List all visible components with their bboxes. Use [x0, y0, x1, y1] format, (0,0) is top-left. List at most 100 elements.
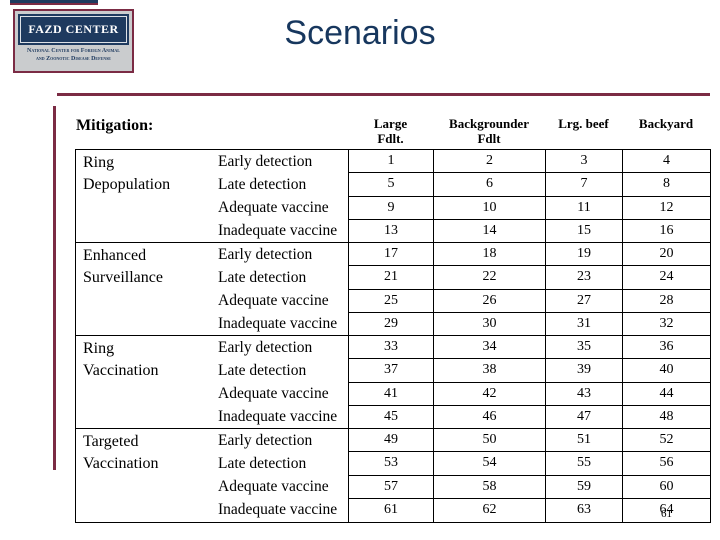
scenario-number-cell: 53 — [348, 452, 433, 476]
scenario-number-cell: 55 — [545, 452, 622, 476]
scenario-number-cell: 41 — [348, 382, 433, 406]
column-header-line: Lrg. beef — [558, 116, 609, 131]
strategy-label: Adequate vaccine — [218, 199, 329, 217]
scenario-number-cell: 22 — [433, 266, 545, 290]
column-header-line: Backgrounder — [449, 116, 529, 131]
scenario-number-cell: 17 — [348, 243, 433, 267]
strategy-label: Adequate vaccine — [218, 478, 329, 496]
scenario-number-cell: 58 — [433, 475, 545, 499]
scenario-number-cell: 33 — [348, 336, 433, 360]
mitigation-group-label: Enhanced Surveillance — [76, 243, 215, 336]
scenario-number-cell: 15 — [545, 219, 622, 243]
scenario-number-cell: 14 — [433, 219, 545, 243]
scenario-number-cell: 43 — [545, 382, 622, 406]
scenario-number-cell: 8 — [622, 173, 710, 197]
logo-subtitle-line2: and Zoonotic Disease Defense — [36, 56, 111, 63]
scenario-number-cell: 12 — [622, 196, 710, 220]
scenario-number-cell: 52 — [622, 429, 710, 453]
scenario-number-cell: 37 — [348, 359, 433, 383]
scenario-number-cell: 39 — [545, 359, 622, 383]
scenario-number-cell: 26 — [433, 289, 545, 313]
scenario-number-cell: 57 — [348, 475, 433, 499]
scenario-number-cell: 62 — [433, 498, 545, 522]
scenario-number-cell: 56 — [622, 452, 710, 476]
scenario-number-cell: 63 — [545, 498, 622, 522]
scenario-number-cell: 38 — [433, 359, 545, 383]
scenario-number-cell: 34 — [433, 336, 545, 360]
scenario-number-cell: 35 — [545, 336, 622, 360]
scenario-number-cell: 4 — [622, 150, 710, 174]
scenario-number-cell: 2 — [433, 150, 545, 174]
scenario-number-cell: 64 — [622, 498, 710, 522]
scenario-number-cell: 23 — [545, 266, 622, 290]
scenario-number-cell: 1 — [348, 150, 433, 174]
scenario-number-cell: 46 — [433, 405, 545, 429]
scenario-number-cell: 9 — [348, 196, 433, 220]
scenario-number-cell: 20 — [622, 243, 710, 267]
scenario-number-cell: 45 — [348, 405, 433, 429]
scenario-number-cell: 29 — [348, 312, 433, 336]
scenario-number-cell: 6 — [433, 173, 545, 197]
strategy-label: Adequate vaccine — [218, 292, 329, 310]
mitigation-group-label: Targeted Vaccination — [83, 433, 159, 472]
scenario-number-cell: 40 — [622, 359, 710, 383]
scenario-number-cell: 60 — [622, 475, 710, 499]
scenario-number-cell: 18 — [433, 243, 545, 267]
logo-banner: FAZD CENTER — [18, 14, 129, 45]
left-accent-line — [53, 106, 56, 470]
strategy-label: Early detection — [218, 338, 313, 356]
strategy-label: Early detection — [218, 245, 313, 263]
column-header-line: Fdlt. — [377, 131, 404, 146]
scenario-number-cell: 19 — [545, 243, 622, 267]
scenario-table: Ring Depopulation Early detection 1 2 3 4 Late… — [75, 149, 711, 523]
strategy-label: Inadequate vaccine — [215, 220, 348, 243]
strategy-label: Late detection — [218, 361, 307, 379]
column-header-lrg-beef: Lrg. beef — [545, 116, 622, 131]
fazd-center-logo: FAZD CENTER National Center for Foreign … — [13, 9, 134, 73]
scenario-number-cell: 61 — [348, 498, 433, 522]
scenario-number-cell: 30 — [433, 312, 545, 336]
scenario-number-cell: 21 — [348, 266, 433, 290]
mitigation-section-label: Mitigation: — [76, 117, 154, 134]
strategy-label: Adequate vaccine — [218, 385, 329, 403]
strategy-label: Inadequate vaccine — [215, 313, 348, 336]
mitigation-group-label: Ring Depopulation — [76, 150, 215, 243]
column-header-line: Fdlt — [477, 131, 501, 146]
scenario-number-cell: 24 — [622, 266, 710, 290]
strategy-label: Late detection — [218, 268, 307, 286]
scenario-number-cell: 42 — [433, 382, 545, 406]
column-header-backgrounder-fdlt: Backgrounder Fdlt — [433, 116, 545, 146]
scenario-number-cell: 13 — [348, 219, 433, 243]
slide-title: Scenarios — [284, 14, 436, 52]
scenario-number-cell: 54 — [433, 452, 545, 476]
column-header-line: Backyard — [638, 116, 694, 131]
scenario-number-cell: 50 — [433, 429, 545, 453]
top-edge-decoration — [10, 0, 98, 5]
column-header-backyard: Backyard — [622, 116, 710, 131]
scenario-number-cell: 16 — [622, 219, 710, 243]
scenario-number-cell: 25 — [348, 289, 433, 313]
scenario-number-cell: 11 — [545, 196, 622, 220]
scenario-number-cell: 28 — [622, 289, 710, 313]
scenario-number-cell: 7 — [545, 173, 622, 197]
logo-subtitle-line1: National Center for Foreign Animal — [27, 48, 120, 54]
strategy-label: Late detection — [218, 454, 307, 472]
scenario-number-cell: 32 — [622, 312, 710, 336]
scenario-number-cell: 10 — [433, 196, 545, 220]
logo-subtitle: National Center for Foreign Animal and Z… — [15, 47, 132, 63]
scenario-number-cell: 3 — [545, 150, 622, 174]
scenario-number-cell: 49 — [348, 429, 433, 453]
slide-page-number: 61 — [661, 508, 672, 520]
strategy-label: Late detection — [218, 175, 307, 193]
scenario-number-cell: 5 — [348, 173, 433, 197]
scenario-number-cell: 47 — [545, 405, 622, 429]
strategy-label: Inadequate vaccine — [218, 501, 338, 519]
scenario-number-cell: 48 — [622, 405, 710, 429]
column-header-large-fdlt: Large Fdlt. — [348, 116, 433, 146]
column-header-line: Large — [373, 116, 408, 131]
scenario-number-cell: 27 — [545, 289, 622, 313]
mitigation-group-label: Ring Vaccination — [76, 336, 215, 429]
strategy-label: Early detection — [218, 431, 313, 449]
title-underline — [57, 93, 710, 96]
